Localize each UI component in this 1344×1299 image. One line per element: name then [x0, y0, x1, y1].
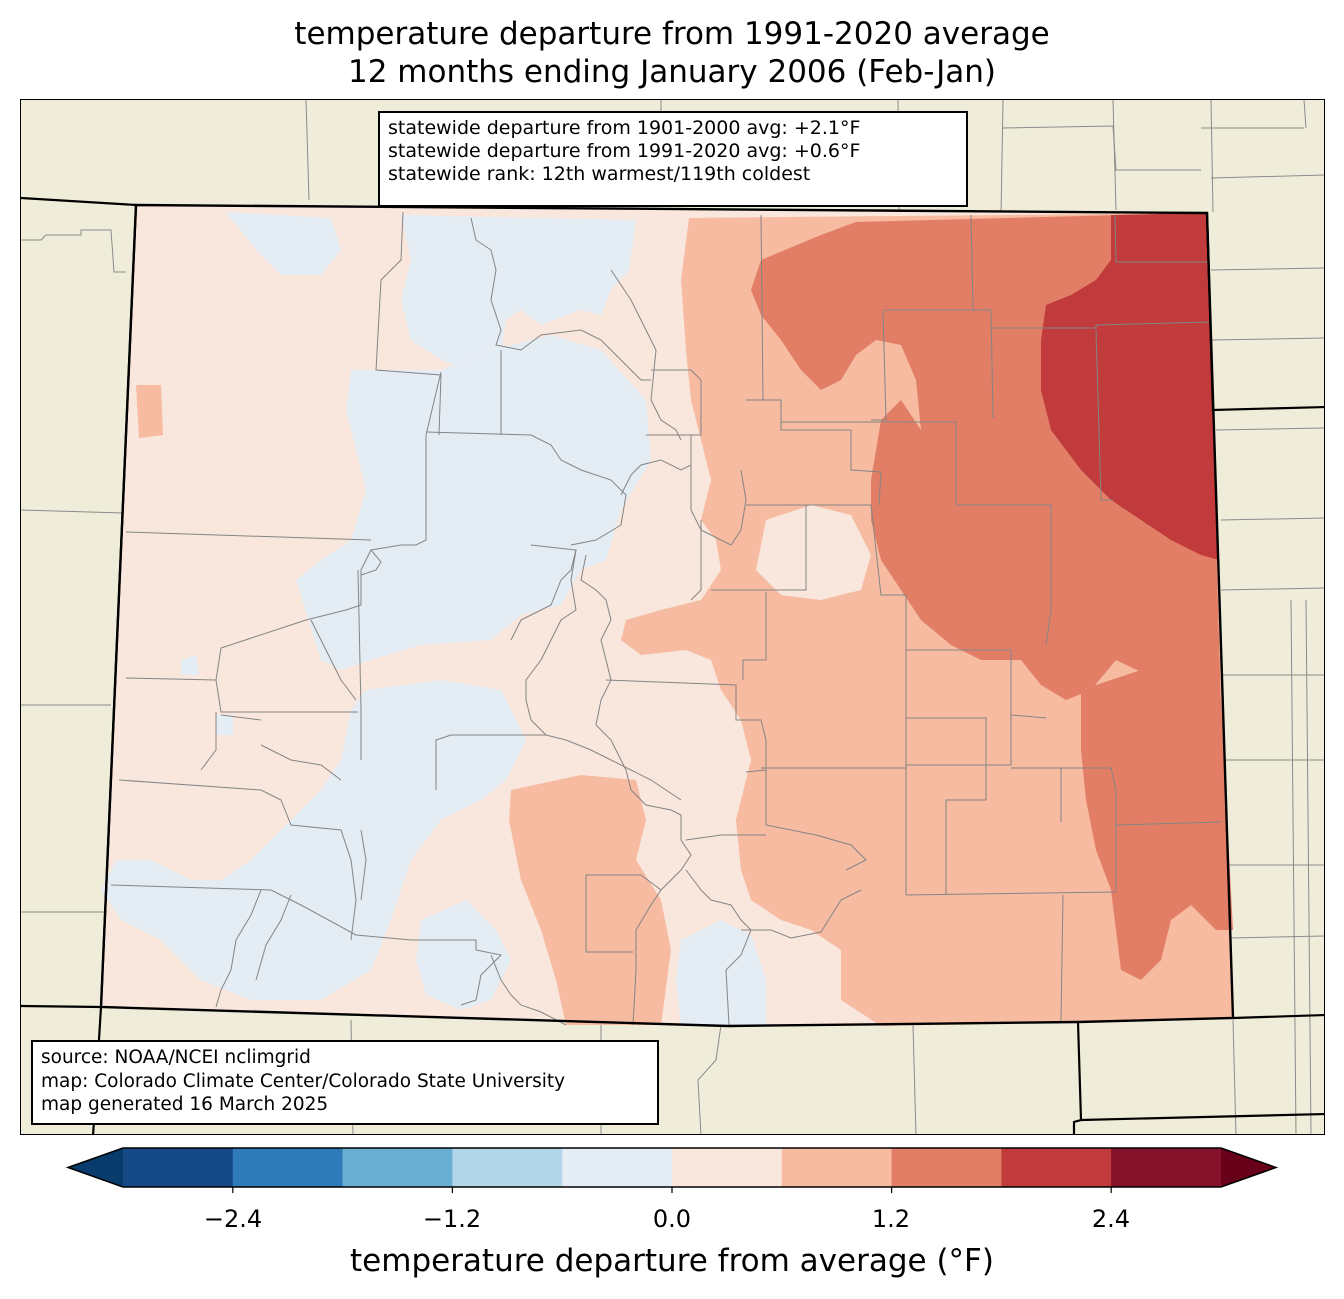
- map-canvas: [21, 100, 1324, 1134]
- colorbar: [65, 1147, 1279, 1193]
- colorbar-tick-label: −1.2: [422, 1205, 482, 1233]
- colorbar-segment: [232, 1148, 344, 1187]
- colorbar-extend-high: [1221, 1148, 1276, 1187]
- colorbar-segment: [1111, 1148, 1222, 1187]
- stat-rank: statewide rank: 12th warmest/119th colde…: [388, 163, 811, 185]
- colorbar-label: temperature departure from average (°F): [350, 1243, 994, 1279]
- warmest-region: [1041, 213, 1219, 560]
- colorado-map: [20, 99, 1325, 1135]
- colorbar-tick-label: −2.4: [203, 1205, 263, 1233]
- colorbar-extend-low: [68, 1148, 123, 1187]
- map-title-line-2: 12 months ending January 2006 (Feb-Jan): [347, 54, 996, 90]
- colorbar-segment: [123, 1148, 234, 1187]
- colorbar-segment: [891, 1148, 1002, 1187]
- colorbar-tick-label: 2.4: [1091, 1205, 1131, 1233]
- colorbar-segment: [562, 1148, 673, 1187]
- county-lines: [110, 211, 1222, 1026]
- colorbar-tick-label: 0.0: [652, 1205, 692, 1233]
- colorbar-segment: [1001, 1148, 1112, 1187]
- near-normal-spot: [756, 505, 871, 600]
- stat-departure-1991-2020: statewide departure from 1991-2020 avg: …: [388, 140, 861, 162]
- map-credit-line: map: Colorado Climate Center/Colorado St…: [41, 1070, 566, 1092]
- source-line: source: NOAA/NCEI nclimgrid: [41, 1047, 311, 1068]
- colorbar-segment: [672, 1148, 783, 1187]
- map-generated-line: map generated 16 March 2025: [41, 1094, 329, 1115]
- colorbar-tick-label: 1.2: [871, 1205, 911, 1233]
- colorbar-outline: [65, 1147, 1279, 1188]
- colorbar-segment: [342, 1148, 453, 1187]
- negative-departure-regions: [101, 212, 766, 1026]
- colorbar-segment: [781, 1148, 893, 1187]
- statewide-stats-box: statewide departure from 1901-2000 avg: …: [378, 111, 968, 207]
- colorbar-segment: [452, 1148, 563, 1187]
- source-info-box: source: NOAA/NCEI nclimgrid map: Colorad…: [31, 1040, 659, 1125]
- stat-departure-1901-2000: statewide departure from 1901-2000 avg: …: [388, 117, 861, 139]
- map-title-line-1: temperature departure from 1991-2020 ave…: [294, 16, 1050, 52]
